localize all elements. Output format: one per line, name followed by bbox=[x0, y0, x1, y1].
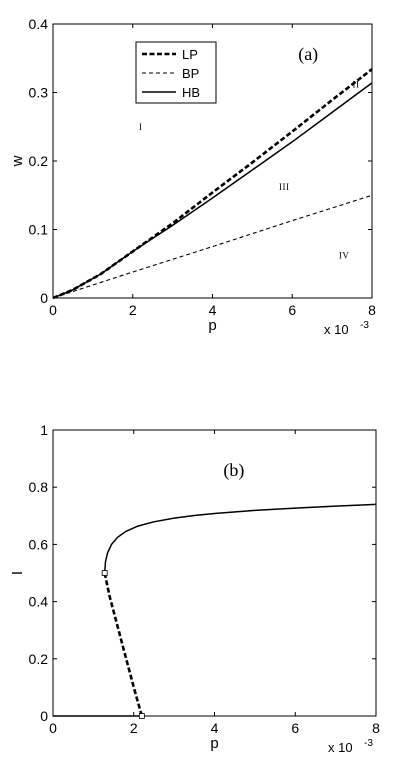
bifurcation-point-marker bbox=[138, 713, 145, 719]
y-axis-label: I bbox=[9, 571, 26, 575]
x-tick-label: 8 bbox=[372, 720, 380, 736]
legend-label-hb: HB bbox=[182, 85, 200, 100]
y-tick-label: 0.1 bbox=[29, 222, 49, 238]
x-tick-label: 2 bbox=[130, 720, 138, 736]
y-tick-label: 0.4 bbox=[29, 594, 49, 610]
region-label: II bbox=[353, 79, 360, 89]
x-tick-label: 6 bbox=[291, 720, 299, 736]
y-tick-label: 0.6 bbox=[29, 536, 49, 552]
series-line-1 bbox=[103, 572, 144, 717]
region-label: I bbox=[139, 122, 143, 132]
x-tick-label: 8 bbox=[368, 302, 376, 318]
y-tick-label: 0.3 bbox=[29, 85, 49, 101]
x-axis-label: p bbox=[210, 735, 218, 752]
y-tick-label: 0.2 bbox=[29, 651, 49, 667]
series-line-hb bbox=[52, 82, 373, 299]
legend-box bbox=[135, 41, 217, 104]
legend-label-bp: BP bbox=[182, 66, 199, 81]
series-line-0 bbox=[103, 503, 377, 574]
region-label: III bbox=[279, 182, 290, 192]
x-multiplier-exponent: -3 bbox=[360, 320, 369, 331]
x-multiplier-label: x 10 bbox=[328, 740, 353, 755]
x-tick-label: 0 bbox=[49, 302, 57, 318]
legend-label-lp: LP bbox=[182, 47, 198, 62]
series-line-lp bbox=[52, 68, 373, 300]
region-label: IV bbox=[339, 251, 350, 261]
x-multiplier-label: x 10 bbox=[324, 322, 349, 337]
y-axis-label: w bbox=[9, 155, 26, 167]
bifurcation-point-marker bbox=[101, 570, 108, 576]
y-tick-label: 0.2 bbox=[29, 153, 49, 169]
plot-frame bbox=[52, 429, 377, 717]
x-tick-label: 2 bbox=[129, 302, 137, 318]
x-multiplier-exponent: -3 bbox=[364, 738, 373, 749]
chart-panel-b: 0 2 4 6 8 0 0.2 0.4 0.6 0.8 1 p Ix 10 -3 (b) bbox=[9, 422, 380, 755]
x-axis-label: p bbox=[208, 317, 216, 334]
x-tick-label: 4 bbox=[209, 302, 217, 318]
y-tick-label: 0 bbox=[40, 290, 48, 306]
y-tick-label: 1 bbox=[40, 422, 48, 438]
x-tick-label: 4 bbox=[211, 720, 219, 736]
y-tick-label: 0.8 bbox=[29, 479, 49, 495]
panel-label: (a) bbox=[298, 44, 318, 65]
panel-label: (b) bbox=[223, 460, 244, 481]
series-line-bp bbox=[52, 194, 373, 299]
y-tick-label: 0.4 bbox=[29, 16, 49, 32]
y-tick-label: 0 bbox=[40, 708, 48, 724]
legend: LP BP HB bbox=[135, 41, 217, 104]
x-tick-label: 6 bbox=[288, 302, 296, 318]
x-tick-label: 0 bbox=[49, 720, 57, 736]
